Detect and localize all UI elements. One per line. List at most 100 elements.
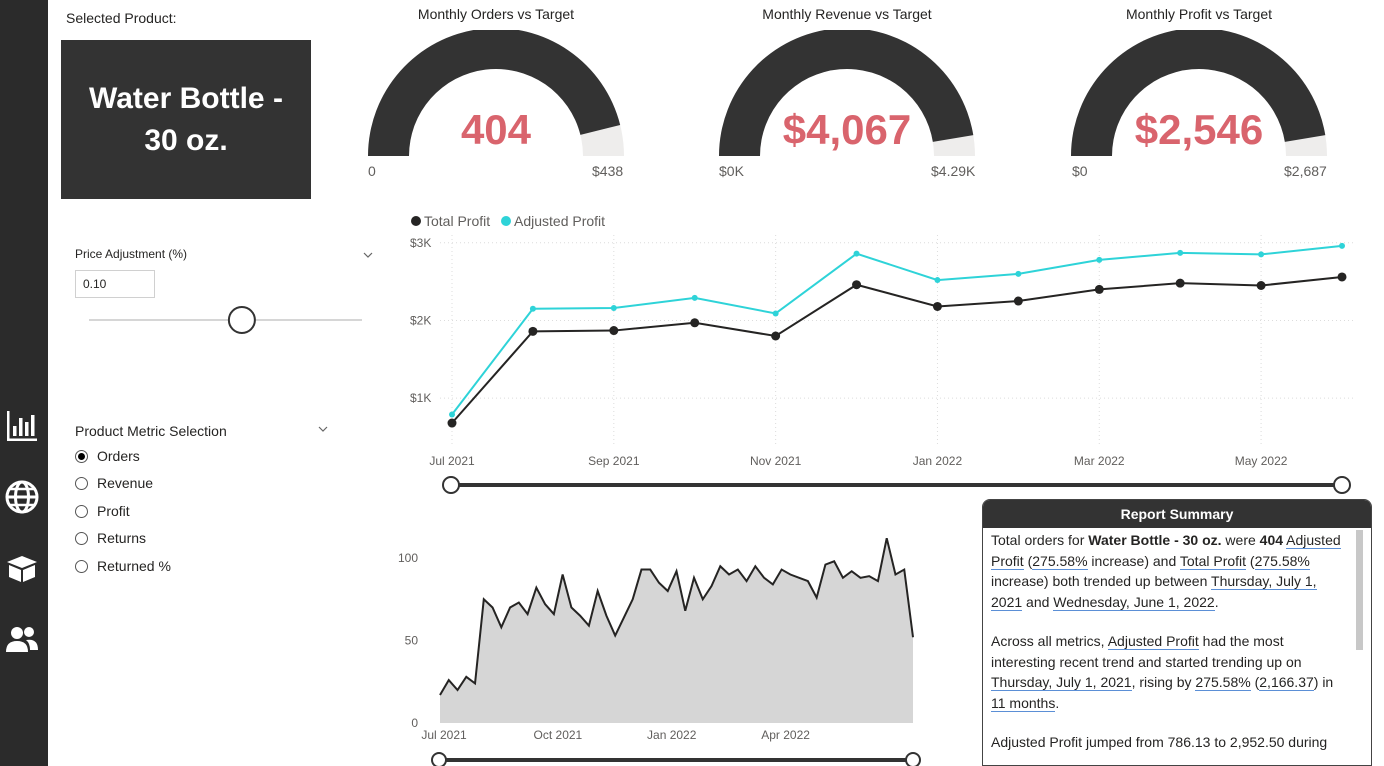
gauge-orders-value: 404 xyxy=(460,106,532,153)
summary-duration[interactable]: 11 months xyxy=(991,694,1056,712)
gauge-revenue xyxy=(719,30,975,156)
summary-percent[interactable]: 275.58% xyxy=(1195,674,1251,691)
left-nav-rail xyxy=(0,0,48,766)
data-point[interactable] xyxy=(1013,296,1023,306)
data-point[interactable] xyxy=(1094,284,1104,294)
gauge-orders xyxy=(368,30,624,156)
summary-product: Water Bottle - 30 oz. xyxy=(1088,532,1222,548)
data-point[interactable] xyxy=(1256,281,1266,290)
data-point[interactable] xyxy=(528,326,538,336)
metric-option-returned-pct[interactable]: Returned % xyxy=(75,556,171,576)
data-point[interactable] xyxy=(1096,256,1103,263)
x-tick-label: Jan 2022 xyxy=(913,454,963,468)
summary-scrollbar[interactable] xyxy=(1356,530,1363,650)
data-point[interactable] xyxy=(529,305,536,312)
summary-text: were xyxy=(1221,532,1260,548)
box-icon[interactable] xyxy=(4,550,40,586)
metric-option-revenue[interactable]: Revenue xyxy=(75,473,153,493)
series-line-0 xyxy=(451,275,1343,424)
data-point[interactable] xyxy=(771,331,781,341)
price-adjustment-input[interactable]: 0.10 xyxy=(75,270,155,298)
radio-button[interactable] xyxy=(75,449,88,463)
data-point[interactable] xyxy=(1177,249,1184,256)
metric-option-profit[interactable]: Profit xyxy=(75,501,130,521)
x-tick-label: Oct 2021 xyxy=(534,728,583,742)
gauge-profit xyxy=(1071,30,1327,156)
selected-product-name: Water Bottle - 30 oz. xyxy=(89,81,283,157)
summary-metric-link[interactable]: Adjusted Profit xyxy=(1107,633,1199,650)
radio-button[interactable] xyxy=(75,559,88,573)
metric-option-label: Revenue xyxy=(97,475,154,491)
summary-paragraph-2: Across all metrics, Adjusted Profit had … xyxy=(991,631,1351,713)
chevron-down-icon[interactable] xyxy=(318,424,328,434)
report-summary-title: Report Summary xyxy=(983,500,1371,528)
summary-percent[interactable]: 275.58% xyxy=(1254,552,1310,570)
metric-option-orders[interactable]: Orders xyxy=(75,446,140,466)
range-start-handle[interactable] xyxy=(442,476,460,494)
range-end-handle[interactable] xyxy=(1333,476,1351,494)
y-tick-label: $1K xyxy=(410,391,431,405)
gauge-fill xyxy=(1071,30,1326,156)
x-tick-label: Nov 2021 xyxy=(750,454,802,468)
data-point[interactable] xyxy=(1175,278,1185,288)
summary-value[interactable]: 2,166.37 xyxy=(1259,674,1314,691)
users-icon[interactable] xyxy=(4,622,40,658)
radio-button[interactable] xyxy=(75,476,88,490)
metric-selection-label: Product Metric Selection xyxy=(75,423,227,439)
x-tick-label: Sep 2021 xyxy=(588,454,640,468)
summary-date[interactable]: Thursday, July 1, 2021 xyxy=(991,573,1317,611)
slider-thumb[interactable] xyxy=(227,306,256,334)
legend-total-profit: Total Profit xyxy=(424,213,490,229)
summary-date[interactable]: Wednesday, June 1, 2022 xyxy=(1053,593,1215,611)
x-tick-label: Jul 2021 xyxy=(421,728,467,742)
radio-button[interactable] xyxy=(75,504,88,518)
summary-date[interactable]: Thursday, July 1, 2021 xyxy=(991,674,1132,691)
date-range-slider[interactable] xyxy=(440,474,1355,496)
orders-area-chart: 0 50 100 Jul 2021 Oct 2021 Jan 2022 Apr 2022 xyxy=(398,537,914,742)
summary-percent[interactable]: 275.58% xyxy=(1032,552,1088,570)
y-tick-label: $3K xyxy=(410,236,431,250)
summary-paragraph-1: Total orders for Water Bottle - 30 oz. w… xyxy=(991,530,1351,612)
summary-text: . xyxy=(1214,593,1219,610)
area-date-range-slider[interactable] xyxy=(428,749,924,766)
data-point[interactable] xyxy=(772,310,779,317)
data-point[interactable] xyxy=(447,418,457,428)
gauge-fill xyxy=(368,30,621,156)
selected-product-label: Selected Product: xyxy=(66,10,177,26)
data-point[interactable] xyxy=(610,305,617,312)
series-line-1 xyxy=(451,244,1343,416)
data-point[interactable] xyxy=(1339,242,1345,249)
area-line xyxy=(439,537,914,696)
radio-button[interactable] xyxy=(75,531,88,545)
data-point[interactable] xyxy=(609,326,619,336)
range-start-handle[interactable] xyxy=(431,752,447,766)
summary-text: Across all metrics, xyxy=(991,633,1108,649)
gauge-profit-max: $2,687 xyxy=(1284,163,1327,179)
data-point[interactable] xyxy=(449,411,455,418)
metric-option-returns[interactable]: Returns xyxy=(75,528,146,548)
data-point[interactable] xyxy=(691,294,698,301)
data-point[interactable] xyxy=(690,318,700,328)
chevron-down-icon[interactable] xyxy=(363,250,373,260)
selected-product-card: Water Bottle - 30 oz. xyxy=(61,40,311,199)
data-point[interactable] xyxy=(1015,270,1022,277)
data-point[interactable] xyxy=(934,277,941,284)
gauge-orders-max: $438 xyxy=(592,163,624,179)
report-chart-icon[interactable] xyxy=(4,408,40,444)
metric-option-label: Returns xyxy=(97,530,147,546)
data-point[interactable] xyxy=(1337,272,1347,282)
globe-icon[interactable] xyxy=(4,479,40,515)
legend-adjusted-profit: Adjusted Profit xyxy=(514,213,605,229)
price-adjustment-slider[interactable] xyxy=(86,305,366,337)
summary-text: increase) both trended up between xyxy=(991,573,1212,589)
report-summary-body: Total orders for Water Bottle - 30 oz. w… xyxy=(983,528,1371,753)
summary-metric-link[interactable]: Total Profit xyxy=(1179,552,1247,570)
range-end-handle[interactable] xyxy=(905,752,921,766)
data-point[interactable] xyxy=(852,280,862,290)
summary-metric-link[interactable]: Adjusted Profit xyxy=(991,532,1341,570)
data-point[interactable] xyxy=(932,301,942,311)
data-point[interactable] xyxy=(1258,251,1265,258)
data-point[interactable] xyxy=(853,250,860,257)
metric-option-label: Profit xyxy=(97,503,130,519)
metric-option-label: Returned % xyxy=(97,558,171,574)
